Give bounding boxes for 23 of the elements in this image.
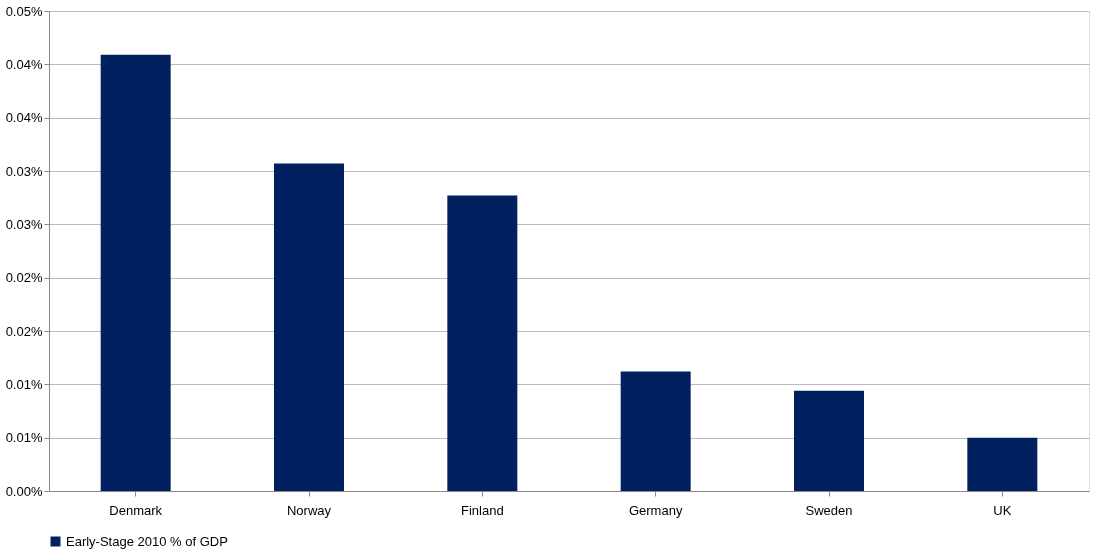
bar bbox=[274, 163, 344, 491]
y-tick-label: 0.03% bbox=[5, 216, 43, 232]
legend-label: Early-Stage 2010 % of GDP bbox=[66, 533, 228, 549]
x-tick-label: Sweden bbox=[805, 502, 853, 518]
y-tick-label: 0.04% bbox=[5, 110, 43, 126]
bar bbox=[620, 371, 691, 491]
bar bbox=[794, 390, 864, 491]
x-tick-label: Finland bbox=[461, 502, 504, 518]
y-tick-label: 0.02% bbox=[5, 323, 43, 339]
y-tick-label: 0.03% bbox=[5, 163, 43, 179]
x-tick-label: Denmark bbox=[109, 502, 163, 518]
bar bbox=[100, 54, 171, 491]
x-tick-label: UK bbox=[993, 502, 1012, 518]
bar bbox=[967, 437, 1038, 491]
y-tick-label: 0.01% bbox=[5, 376, 43, 392]
bar bbox=[447, 195, 518, 491]
y-tick-label: 0.01% bbox=[5, 430, 43, 446]
x-tick-label: Norway bbox=[286, 502, 332, 518]
y-tick-label: 0.04% bbox=[5, 56, 43, 72]
y-tick-label: 0.00% bbox=[5, 483, 43, 499]
x-tick-label: Germany bbox=[628, 502, 683, 518]
y-tick-label: 0.02% bbox=[5, 270, 43, 286]
y-tick-label: 0.05% bbox=[5, 3, 43, 19]
